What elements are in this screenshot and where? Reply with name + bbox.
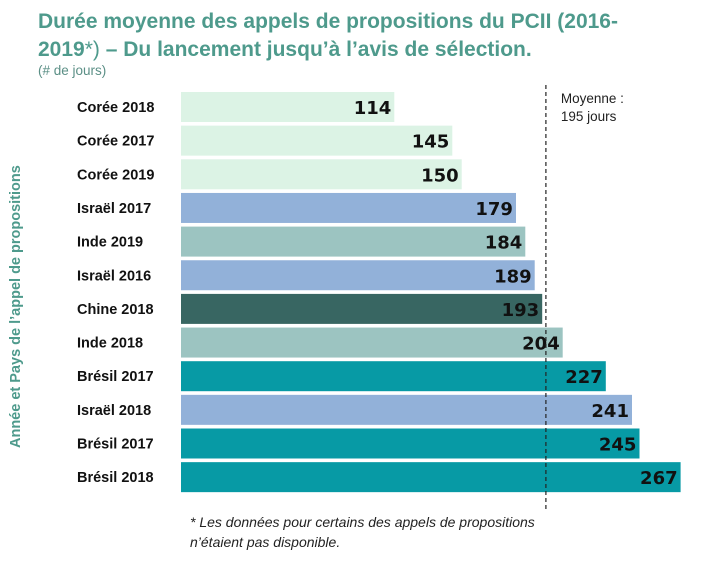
category-label: Israël 2017: [77, 201, 151, 217]
category-label: Brésil 2018: [77, 470, 154, 486]
value-label: 114: [354, 98, 392, 119]
value-label: 267: [640, 468, 678, 489]
category-label: Corée 2017: [77, 134, 154, 150]
category-label: Brésil 2017: [77, 369, 154, 385]
bar: [181, 361, 606, 392]
category-label: Chine 2018: [77, 302, 154, 318]
bar: [181, 92, 395, 122]
category-label: Israël 2018: [77, 403, 151, 419]
footnote-line1: * Les données pour certains des appels d…: [190, 514, 535, 530]
chart-title-line2-prefix: 2019: [38, 38, 85, 61]
footnote-line2: n’étaient pas disponible.: [190, 534, 341, 550]
bar: [181, 327, 563, 358]
chart-title-asterisk: *): [84, 38, 100, 61]
bar: [181, 159, 462, 190]
category-label: Brésil 2017: [77, 437, 154, 453]
bar: [181, 192, 516, 223]
value-label: 193: [502, 300, 540, 321]
average-label-line2: 195 jours: [561, 109, 617, 124]
bar: [181, 293, 543, 324]
footnote: * Les données pour certains des appels d…: [190, 512, 660, 552]
chart-title-line1: Durée moyenne des appels de propositions…: [38, 10, 618, 33]
average-label-line1: Moyenne :: [561, 91, 624, 106]
value-label: 184: [485, 233, 523, 254]
value-label: 189: [494, 266, 532, 287]
category-label: Inde 2019: [77, 235, 143, 251]
value-label: 241: [591, 401, 629, 422]
bar: [181, 125, 453, 156]
value-label: 150: [421, 165, 459, 186]
bar: [181, 260, 535, 291]
category-label: Corée 2018: [77, 100, 154, 116]
unit-label: (# de jours): [38, 63, 107, 78]
bar: [181, 226, 526, 257]
value-label: 204: [522, 334, 560, 355]
bar: [181, 428, 640, 459]
value-label: 227: [565, 367, 603, 388]
value-label: 145: [412, 132, 450, 153]
bar: [181, 394, 632, 425]
category-label: Israël 2016: [77, 268, 151, 284]
chart-title-line2-suffix: – Du lancement jusqu’à l’avis de sélecti…: [99, 38, 532, 61]
bar: [181, 462, 681, 493]
category-label: Inde 2018: [77, 336, 143, 352]
value-label: 179: [475, 199, 513, 220]
chart-title: Durée moyenne des appels de propositions…: [38, 8, 718, 64]
value-label: 245: [599, 435, 637, 456]
category-label: Corée 2019: [77, 167, 154, 183]
